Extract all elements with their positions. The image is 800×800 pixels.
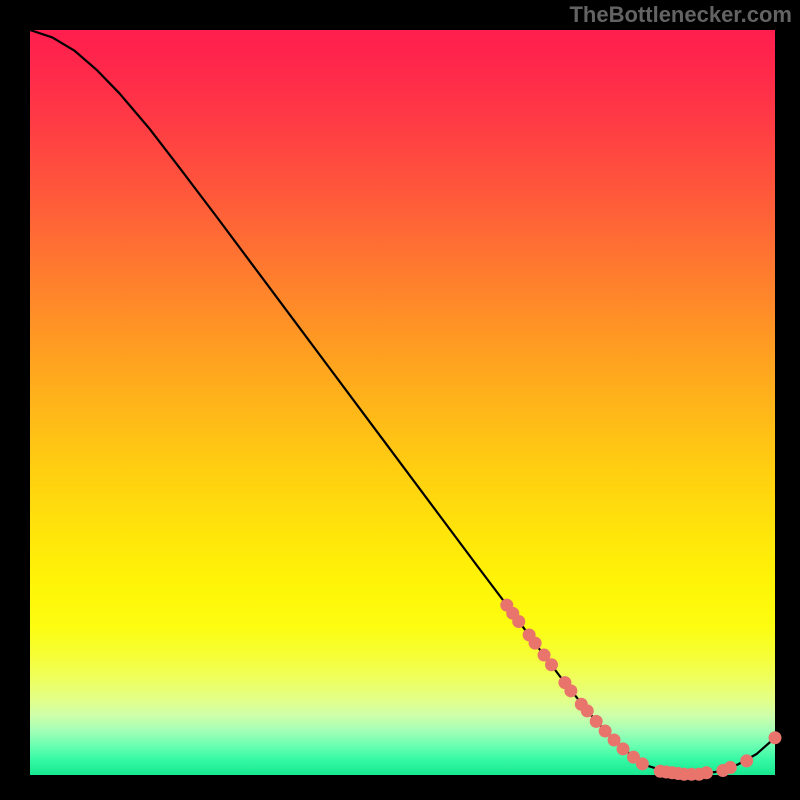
chart-marker (636, 757, 649, 770)
chart-marker (529, 637, 542, 650)
chart-curve (30, 30, 775, 774)
chart-marker (512, 615, 525, 628)
chart-marker (769, 731, 782, 744)
chart-marker (700, 766, 713, 779)
chart-plot-area (30, 30, 775, 775)
chart-overlay-svg (30, 30, 775, 775)
chart-markers (500, 599, 781, 781)
chart-marker (590, 715, 603, 728)
chart-marker (564, 684, 577, 697)
chart-marker (581, 704, 594, 717)
chart-marker (545, 658, 558, 671)
chart-marker (617, 742, 630, 755)
chart-marker (724, 761, 737, 774)
chart-marker (740, 754, 753, 767)
watermark-text: TheBottlenecker.com (569, 2, 792, 28)
